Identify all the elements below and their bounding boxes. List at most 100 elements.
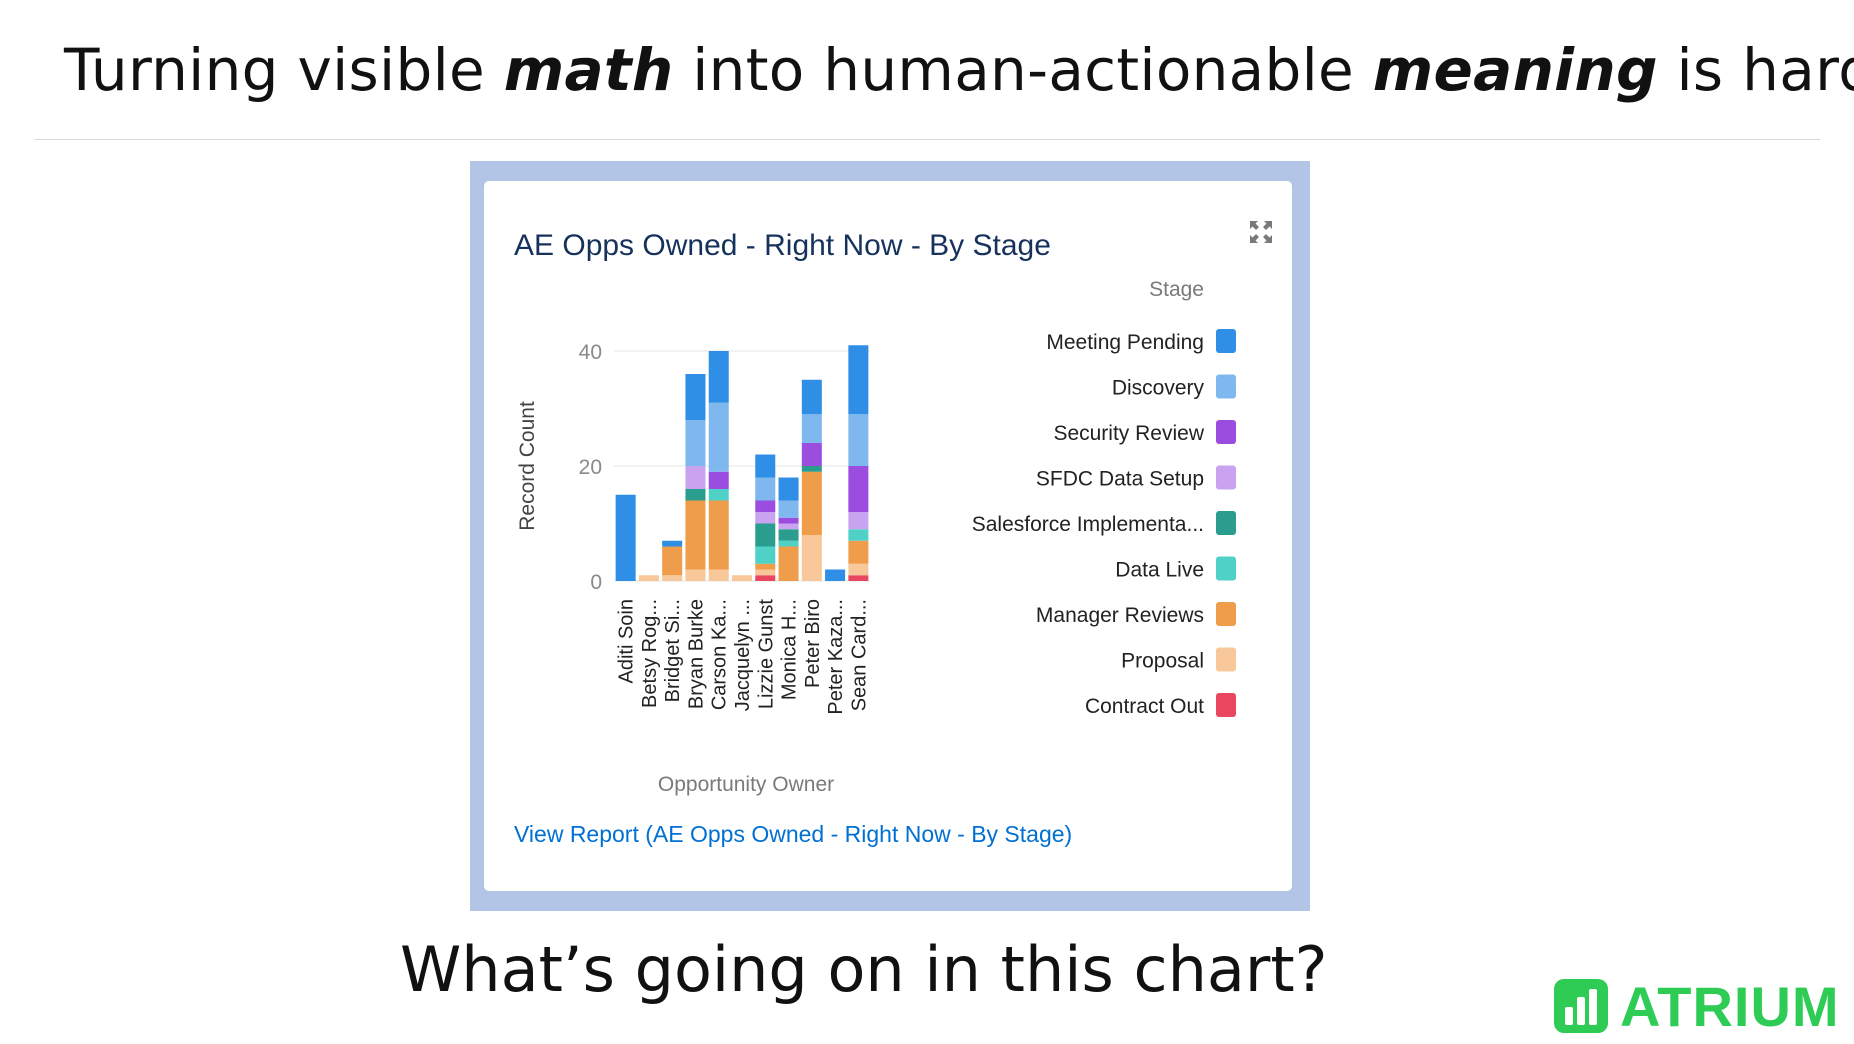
x-tick-label: Bryan Burke [685, 599, 707, 709]
legend-swatch [1216, 602, 1236, 626]
legend-swatch [1216, 374, 1236, 399]
bar-segment [708, 500, 729, 570]
bar-segment [755, 500, 776, 512]
bar-chart-icon [1554, 979, 1608, 1033]
bar-segment [778, 523, 799, 530]
bar-segment [801, 379, 822, 415]
bar-segment [708, 471, 729, 489]
bar-segment [662, 540, 683, 547]
bar-segment [778, 477, 799, 501]
bar-segment [848, 540, 869, 564]
bar-segment [755, 454, 776, 478]
bar-segment [731, 575, 753, 581]
bar-segment [685, 374, 706, 420]
bar-segment [778, 529, 799, 541]
headline-emphasis-math: math [503, 36, 674, 104]
bar-segment [755, 563, 776, 570]
screenshot-frame: AE Opps Owned - Right Now - By Stage 0 20… [470, 161, 1310, 911]
x-tick-label: Peter Kaza... [825, 599, 847, 715]
bar-segment [685, 500, 706, 570]
legend-swatch [1216, 420, 1236, 444]
bar-segment [848, 575, 869, 581]
headline-part-1: Turning visible [64, 36, 504, 104]
dashboard-card: AE Opps Owned - Right Now - By Stage 0 20… [484, 181, 1292, 891]
card-title: AE Opps Owned - Right Now - By Stage [514, 229, 1051, 262]
legend-label: Discovery [1112, 377, 1205, 400]
bar-segment [825, 569, 846, 581]
legend-swatch [1216, 693, 1236, 717]
bar-segment [755, 512, 776, 524]
bar-segment [755, 546, 776, 564]
y-axis-title: Record Count [516, 401, 539, 531]
bar-segment [638, 575, 659, 581]
x-tick-label: Aditi Soin [616, 599, 638, 684]
bar-segment [755, 569, 776, 576]
bar-segment [662, 546, 683, 576]
bar-segment [708, 351, 729, 403]
atrium-logo: ATRIUM [1552, 974, 1840, 1038]
bar-segment [755, 575, 776, 581]
bar-segment [801, 471, 822, 535]
bar-segment [848, 529, 869, 541]
bar-segment [801, 535, 822, 581]
legend-swatch [1216, 647, 1236, 672]
x-tick-label: Carson Ka... [709, 599, 731, 710]
bar-segment [615, 494, 636, 581]
headline-part-2: into human-actionable [673, 36, 1373, 104]
divider [34, 139, 1820, 140]
expand-icon[interactable] [1248, 219, 1274, 245]
x-tick-label: Lizzie Gunst [755, 599, 777, 709]
legend-swatch [1216, 465, 1236, 490]
headline-part-3: is hard! [1676, 36, 1854, 104]
legend-label: Data Live [1115, 559, 1204, 582]
y-tick-label: 20 [579, 456, 602, 479]
logo-text: ATRIUM [1620, 974, 1840, 1038]
bar-segment [778, 517, 799, 524]
legend-swatch [1216, 329, 1236, 353]
bar-segment [685, 420, 706, 466]
bar-segment [848, 512, 869, 530]
bar-segment [778, 546, 799, 581]
bar-segment [801, 443, 822, 466]
bar-segment [801, 414, 822, 443]
x-tick-label: Betsy Rog... [639, 599, 661, 708]
bar-segment [801, 466, 822, 472]
bar-segment [778, 540, 799, 547]
legend-label: SFDC Data Setup [1036, 468, 1204, 491]
x-axis-title: Opportunity Owner [658, 773, 834, 796]
x-tick-label: Jacquelyn ... [732, 599, 754, 711]
bar-segment [848, 414, 869, 466]
bar-segment [708, 489, 729, 501]
bar-segment [685, 569, 706, 581]
legend-label: Salesforce Implementa... [972, 513, 1204, 536]
bar-segment [778, 500, 799, 518]
legend-label: Proposal [1121, 650, 1204, 673]
legend-swatch [1216, 511, 1236, 535]
legend-label: Meeting Pending [1046, 331, 1204, 354]
bar-segment [848, 563, 869, 576]
legend-swatch [1216, 556, 1236, 581]
bar-segment [685, 466, 706, 489]
legend-label: Contract Out [1085, 695, 1204, 718]
bar-segment [755, 523, 776, 547]
bar-segment [685, 489, 706, 501]
bar-segment [755, 477, 776, 501]
headline-emphasis-meaning: meaning [1372, 36, 1658, 104]
y-tick-label: 0 [590, 571, 602, 594]
legend-title: Stage [1149, 278, 1204, 301]
bar-segment [708, 402, 729, 472]
headline: Turning visible math into human-actionab… [64, 30, 1854, 110]
y-tick-label: 40 [579, 341, 602, 364]
x-tick-label: Sean Card... [848, 599, 870, 711]
view-report-link[interactable]: View Report (AE Opps Owned - Right Now -… [514, 821, 1073, 847]
x-tick-label: Peter Biro [802, 599, 824, 688]
slide-subtitle: What’s going on in this chart? [400, 933, 1328, 1006]
x-tick-label: Bridget Si... [662, 599, 684, 702]
legend-label: Security Review [1053, 422, 1204, 445]
x-tick-label: Monica H... [779, 599, 801, 700]
bar-segment [708, 569, 729, 581]
bar-segment [848, 345, 869, 415]
bar-segment [848, 466, 869, 512]
bar-segment [662, 575, 683, 581]
